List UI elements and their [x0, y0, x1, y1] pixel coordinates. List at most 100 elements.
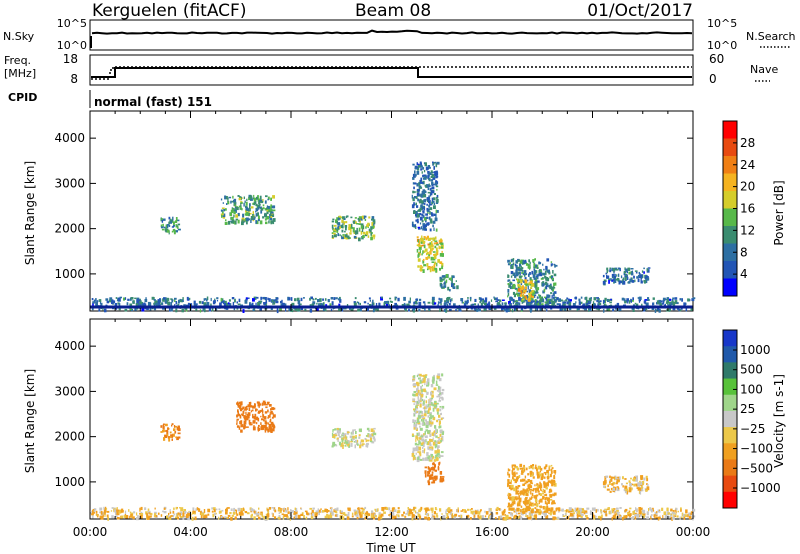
velocity-echo-cell	[397, 510, 401, 513]
velocity-echo-cell	[254, 404, 256, 408]
velocity-echo-cell	[334, 428, 337, 431]
velocity-echo-cell	[499, 515, 503, 519]
power-echo-cell	[416, 183, 419, 187]
velocity-echo-cell	[175, 506, 178, 510]
power-echo-cell	[430, 220, 433, 224]
velocity-echo-cell	[281, 513, 285, 516]
power-echo-cell	[553, 296, 555, 301]
power-echo-cell	[520, 299, 524, 302]
power-echo-cell	[434, 217, 438, 222]
velocity-echo-cell	[438, 462, 441, 465]
power-echo-cell	[568, 307, 572, 311]
power-echo-cell	[234, 298, 236, 303]
station-title: Kerguelen (fitACF)	[92, 1, 246, 21]
power-echo-cell	[264, 297, 267, 300]
velocity-echo-cell	[412, 398, 415, 401]
velocity-echo-cell	[182, 512, 185, 517]
power-echo-cell	[363, 301, 367, 304]
power-echo-cell	[460, 298, 464, 302]
power-echo-cell	[626, 298, 629, 302]
velocity-echo-cell	[439, 425, 442, 429]
velocity-echo-cell	[250, 515, 253, 518]
velocity-echo-cell	[650, 514, 652, 518]
power-echo-cell	[507, 283, 510, 286]
time-tick-label: 12:00	[374, 525, 409, 539]
velocity-echo-cell	[330, 507, 333, 511]
power-echo-cell	[272, 218, 276, 222]
velocity-echo-cell	[690, 511, 693, 514]
velocity-echo-cell	[431, 467, 433, 470]
velocity-echo-cell	[524, 482, 527, 485]
velocity-echo-cell	[536, 468, 539, 471]
velocity-echo-cell	[638, 490, 641, 494]
power-echo-cell	[644, 281, 646, 284]
power-echo-cell	[394, 302, 397, 306]
velocity-echo-cell	[524, 502, 527, 506]
velocity-echo-cell	[507, 494, 509, 497]
velocity-echo-cell	[576, 511, 578, 514]
velocity-echo-cell	[427, 458, 429, 461]
velocity-echo-cell	[431, 510, 433, 514]
velocity-echo-cell	[414, 419, 417, 423]
velocity-echo-cell	[564, 510, 566, 512]
velocity-echo-cell	[344, 439, 346, 444]
power-echo-cell	[538, 261, 541, 265]
power-echo-cell	[621, 297, 625, 301]
velocity-echo-cell	[347, 444, 350, 447]
power-echo-cell	[604, 299, 606, 304]
velocity-echo-cell	[194, 516, 197, 521]
velocity-echo-cell	[539, 484, 542, 488]
power-echo-cell	[422, 260, 425, 264]
power-echo-cell	[608, 299, 611, 301]
power-echo-cell	[572, 303, 576, 307]
velocity-echo-cell	[568, 515, 570, 518]
velocity-echo-cell	[204, 514, 208, 518]
power-echo-cell	[526, 290, 529, 293]
velocity-echo-cell	[271, 507, 275, 509]
velocity-echo-cell	[553, 483, 557, 487]
velocity-echo-cell	[552, 511, 556, 515]
power-echo-cell	[636, 276, 639, 279]
velocity-echo-cell	[129, 511, 132, 514]
power-echo-cell	[681, 298, 683, 302]
velocity-echo-cell	[163, 437, 166, 441]
velocity-echo-cell	[418, 446, 422, 451]
velocity-echo-cell	[271, 428, 275, 432]
velocity-echo-cell	[265, 423, 267, 428]
velocity-echo-cell	[640, 481, 643, 486]
velocity-echo-cell	[596, 508, 599, 512]
velocity-echo-cell	[438, 390, 441, 393]
velocity-echo-cell	[139, 507, 141, 512]
velocity-echo-cell	[427, 480, 430, 483]
power-echo-cell	[525, 297, 528, 300]
power-echo-cell	[264, 218, 267, 221]
velocity-echo-cell	[240, 409, 242, 412]
power-echo-cell	[339, 234, 341, 237]
power-echo-cell	[230, 220, 233, 223]
power-echo-cell	[248, 210, 250, 213]
power-echo-cell	[559, 307, 562, 311]
power-echo-cell	[566, 301, 569, 305]
power-echo-cell	[124, 308, 128, 312]
power-echo-cell	[553, 291, 557, 294]
velocity-echo-cell	[416, 406, 418, 409]
power-echo-cell	[610, 304, 613, 307]
velocity-echo-cell	[558, 508, 561, 512]
velocity-echo-cell	[425, 425, 429, 429]
power-echo-cell	[422, 228, 425, 231]
velocity-echo-cell	[417, 422, 420, 425]
velocity-echo-cell	[460, 514, 463, 519]
power-echo-cell	[536, 287, 540, 291]
velocity-echo-cell	[675, 510, 677, 514]
nsearch-tick-bottom: 10^0	[707, 39, 737, 52]
power-echo-cell	[432, 267, 435, 272]
velocity-echo-cell	[267, 417, 269, 419]
power-echo-cell	[530, 291, 533, 294]
power-echo-cell	[507, 274, 509, 278]
velocity-echo-cell	[539, 481, 541, 485]
velocity-echo-cell	[426, 411, 428, 414]
velocity-echo-cell	[424, 509, 428, 512]
power-echo-cell	[530, 282, 533, 287]
power-echo-cell	[258, 215, 260, 219]
